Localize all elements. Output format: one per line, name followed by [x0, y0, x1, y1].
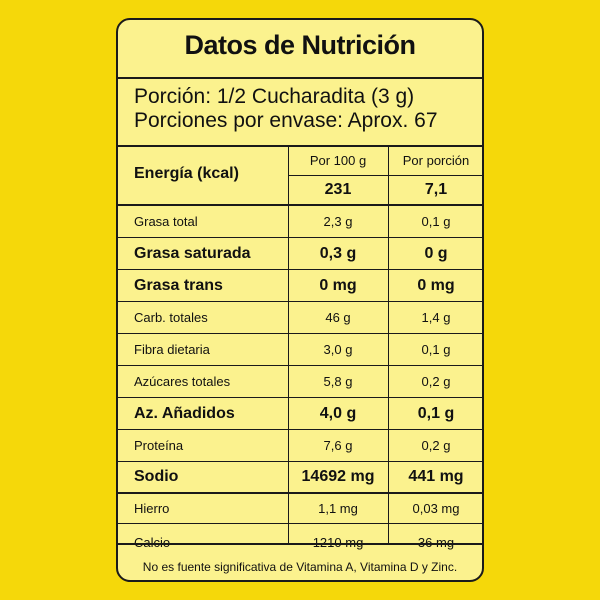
nutrition-facts-label: Datos de Nutrición Porción: 1/2 Cucharad…	[116, 18, 484, 582]
nutrient-per-serving: 0,1 g	[421, 342, 451, 357]
nutrient-name: Grasa total	[134, 214, 198, 229]
nutrient-name: Fibra dietaria	[134, 342, 210, 357]
row-divider	[118, 301, 482, 302]
serving-size: Porción: 1/2 Cucharadita (3 g)	[134, 85, 415, 108]
row-divider	[118, 269, 482, 270]
row-divider	[118, 365, 482, 366]
nutrient-per-100g: 3,0 g	[323, 342, 353, 357]
nutrient-per-serving: 0,03 mg	[412, 500, 460, 516]
nutrient-name: Hierro	[134, 500, 170, 516]
nutrient-per-100g: 14692 mg	[301, 468, 375, 485]
row-divider	[118, 461, 482, 462]
nutrient-per-100g: 1,1 mg	[318, 500, 358, 516]
nutrient-per-100g: 2,3 g	[323, 214, 353, 229]
nutrient-per-serving: 441 mg	[408, 468, 464, 485]
nutrient-per-100g: 1210 mg	[312, 534, 364, 550]
nutrient-per-serving: 0 mg	[417, 276, 455, 294]
energy-divider	[118, 204, 482, 206]
nutrient-per-100g: 46 g	[325, 310, 351, 325]
nutrient-name: Azúcares totales	[134, 374, 231, 389]
servings-per-container: Porciones por envase: Aprox. 67	[134, 109, 438, 132]
nutrient-name: Grasa trans	[134, 276, 223, 294]
nutrient-per-serving: 36 mg	[417, 534, 455, 550]
nutrient-per-100g: 0,3 g	[319, 244, 357, 262]
row-divider	[118, 492, 482, 494]
energy-name: Energía (kcal)	[134, 165, 239, 182]
nutrient-per-serving: 0,2 g	[421, 374, 451, 389]
row-divider	[118, 429, 482, 430]
column-divider-2	[388, 145, 389, 543]
serving-divider	[118, 145, 482, 147]
row-divider	[118, 333, 482, 334]
nutrient-per-serving: 0,2 g	[421, 438, 451, 453]
column-divider-1	[288, 145, 289, 543]
nutrient-per-100g: 7,6 g	[323, 438, 353, 453]
nutrient-name: Grasa saturada	[134, 244, 251, 262]
nutrient-name: Sodio	[134, 468, 179, 485]
nutrient-name: Carb. totales	[134, 310, 208, 325]
energy-per-serving: 7,1	[424, 180, 448, 198]
nutrient-per-serving: 0,1 g	[417, 404, 455, 422]
row-divider	[118, 237, 482, 238]
nutrient-name: Proteína	[134, 438, 184, 453]
footnote: No es fuente significativa de Vitamina A…	[142, 560, 458, 574]
nutrient-per-100g: 5,8 g	[323, 374, 353, 389]
row-divider	[118, 523, 482, 524]
title-divider	[118, 77, 482, 79]
label-title: Datos de Nutrición	[184, 30, 416, 60]
row-divider	[118, 397, 482, 398]
nutrient-per-100g: 4,0 g	[319, 404, 357, 422]
nutrient-name: Az. Añadidos	[134, 404, 235, 422]
nutrient-per-serving: 0 g	[424, 244, 448, 262]
energy-per-100g: 231	[324, 180, 352, 198]
nutrient-per-100g: 0 mg	[319, 276, 357, 294]
header-subdivider	[288, 175, 482, 176]
header-per-serving: Por porción	[402, 152, 470, 168]
nutrient-per-serving: 0,1 g	[421, 214, 451, 229]
header-per-100g: Por 100 g	[309, 152, 367, 168]
nutrient-per-serving: 1,4 g	[421, 310, 451, 325]
footnote-divider	[118, 543, 482, 545]
nutrient-name: Calcio	[134, 534, 171, 550]
